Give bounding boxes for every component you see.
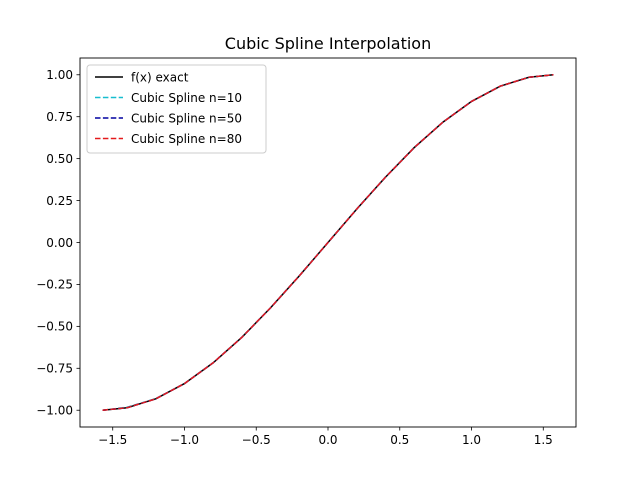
x-tick-label: 1.5 [534,433,553,447]
legend-label-1: f(x) exact [131,70,189,84]
y-tick-label: 0.00 [46,236,73,250]
ticks-layer: −1.5 −1.0 −0.5 0.0 0.5 1.0 1.5 −1.00 −0.75 −0.50 −… [36,68,553,447]
x-tick-label: −1.0 [170,433,199,447]
x-tick-label: 0.5 [390,433,409,447]
legend-label-3: Cubic Spline n=50 [131,111,242,125]
legend-box [86,64,267,154]
y-tick-label: 1.00 [46,68,73,82]
series-layer [102,74,554,411]
y-tick-label: −1.00 [36,404,73,418]
y-tick-label: 0.25 [46,194,73,208]
x-tick-label: −1.5 [98,433,127,447]
series-line-4 [102,74,554,411]
y-tick-label: 0.75 [46,110,73,124]
legend-label-4: Cubic Spline n=80 [131,132,242,146]
y-tick-label: 0.50 [46,152,73,166]
y-tick-label: −0.75 [36,362,73,376]
x-tick-label: −0.5 [242,433,271,447]
chart-title: Cubic Spline Interpolation [225,34,431,53]
x-tick-label: 0.0 [318,433,337,447]
x-tick-label: 1.0 [462,433,481,447]
legend: f(x) exact Cubic Spline n=10 Cubic Spline … [86,64,267,154]
y-tick-label: −0.25 [36,278,73,292]
y-tick-label: −0.50 [36,320,73,334]
legend-label-2: Cubic Spline n=10 [131,91,242,105]
